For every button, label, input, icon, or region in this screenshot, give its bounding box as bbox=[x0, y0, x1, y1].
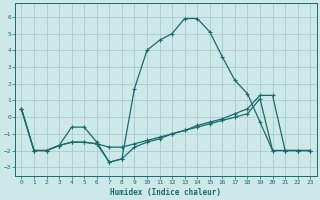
X-axis label: Humidex (Indice chaleur): Humidex (Indice chaleur) bbox=[110, 188, 221, 197]
